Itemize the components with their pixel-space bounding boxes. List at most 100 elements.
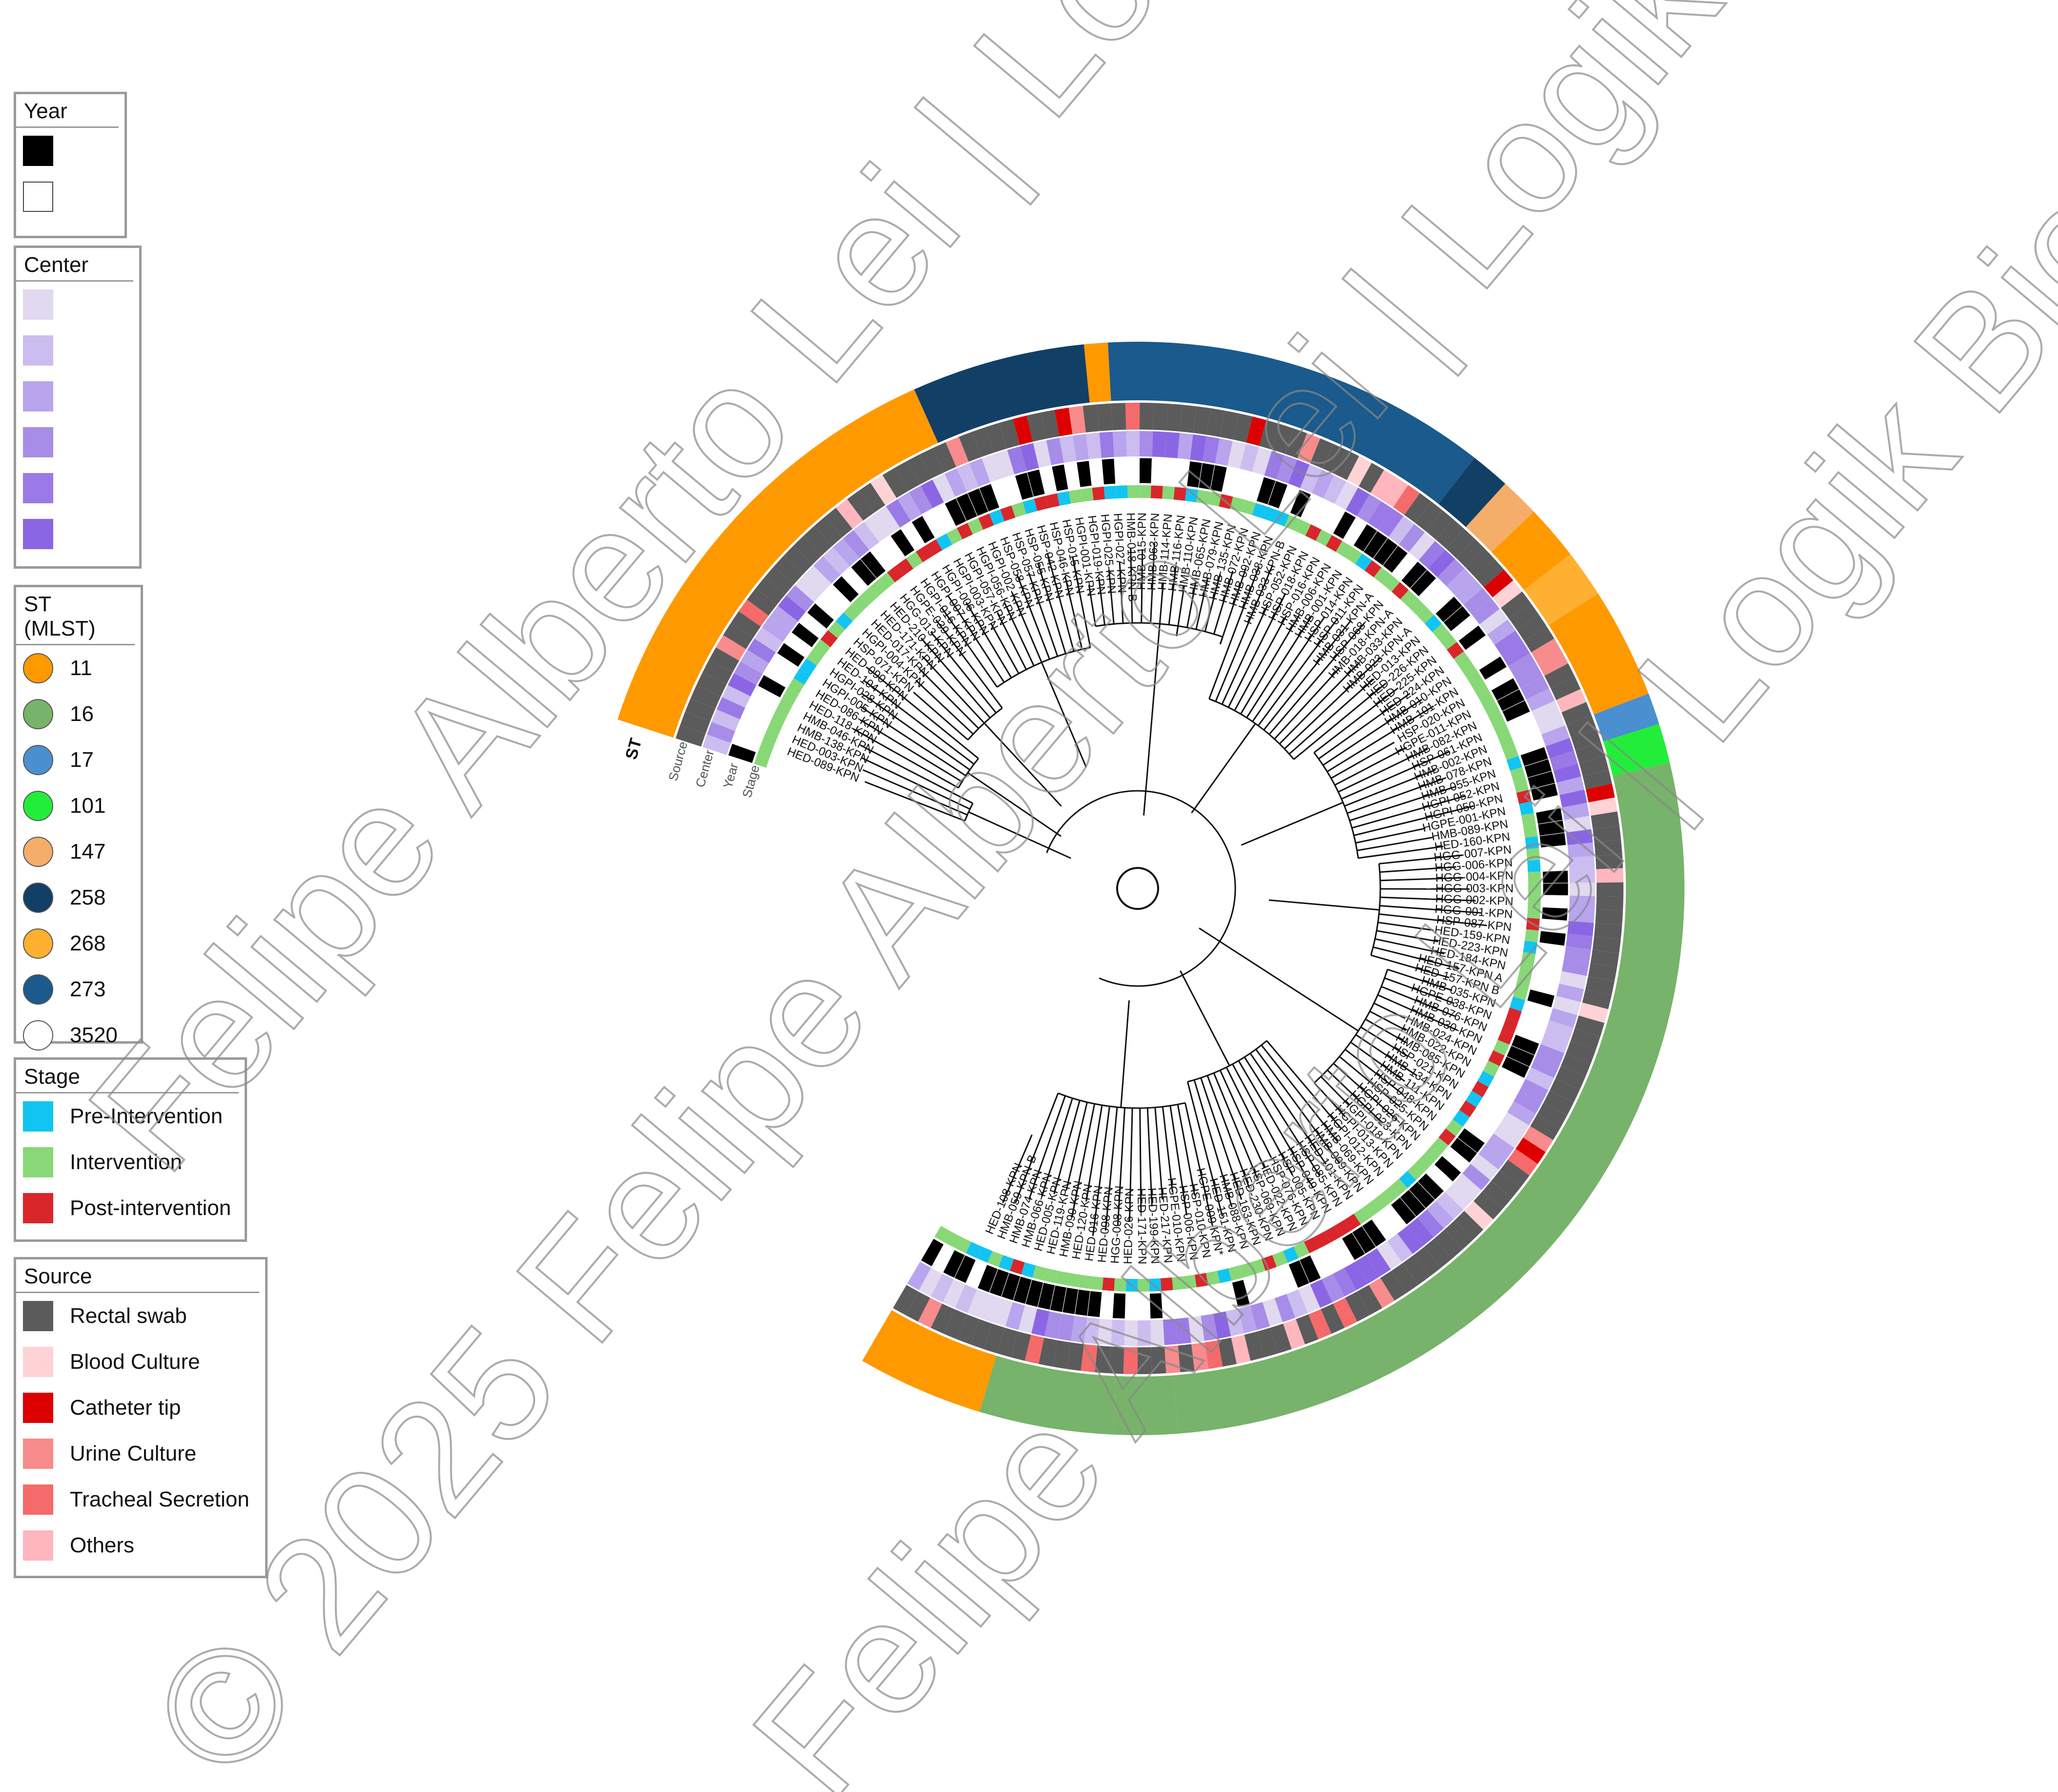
source-cell	[1369, 1277, 1395, 1308]
center-cell	[1250, 1302, 1270, 1330]
branch	[1011, 592, 1015, 597]
stage-cell	[1381, 1186, 1399, 1204]
legend-label: Urine Culture	[70, 1442, 197, 1465]
st-segment	[1173, 762, 1684, 1434]
source-cell	[893, 1285, 918, 1315]
branch	[1355, 1034, 1418, 1076]
branch	[1335, 678, 1375, 713]
st-segment	[1083, 342, 1111, 403]
stage-cell	[1230, 496, 1245, 512]
stage-cell	[906, 552, 923, 569]
legend-swatch	[23, 519, 53, 549]
branch	[1257, 620, 1336, 726]
year-cell	[1139, 457, 1153, 484]
legend-label: 3520	[70, 1023, 118, 1047]
source-cell	[1575, 742, 1605, 763]
source-cell	[1456, 538, 1485, 568]
legend-swatch	[23, 1439, 53, 1469]
stage-cell	[1067, 1273, 1081, 1288]
branch	[1403, 974, 1453, 991]
branch	[1016, 575, 1051, 659]
branch	[1050, 637, 1059, 657]
stage-cell	[966, 1241, 982, 1258]
source-cell	[985, 423, 1007, 453]
center-ring	[702, 431, 1595, 1346]
branch	[859, 719, 919, 756]
source-cell	[1081, 1344, 1098, 1373]
branch	[1388, 769, 1436, 789]
stage-cell	[1034, 495, 1049, 511]
source-cell	[793, 536, 822, 565]
source-cell	[765, 566, 794, 595]
stage-cell	[1390, 1178, 1408, 1196]
branch	[1128, 1108, 1133, 1221]
stage-cell	[1355, 553, 1372, 571]
stage-cell	[1528, 871, 1541, 884]
source-cell	[1579, 1002, 1608, 1023]
source-cell	[1272, 424, 1294, 454]
branch	[929, 679, 979, 729]
stage-cell	[793, 668, 811, 685]
stage-cell	[896, 558, 914, 576]
source-cell	[685, 698, 715, 721]
stage-cell	[1344, 1214, 1361, 1231]
branch	[1168, 565, 1177, 625]
branch	[1379, 870, 1394, 873]
branch	[1292, 1133, 1321, 1176]
legend-swatch	[23, 1393, 53, 1423]
branch	[967, 772, 1061, 837]
center-cell	[909, 486, 933, 515]
center-cell	[1276, 455, 1297, 484]
stage-cell	[1252, 503, 1268, 519]
stage-cell	[869, 579, 886, 597]
year-cell	[1124, 1293, 1138, 1319]
branch	[1365, 705, 1434, 749]
legend-year: Year	[14, 92, 127, 238]
legend-item: Urine Culture	[16, 1431, 265, 1477]
center-cell	[1059, 435, 1077, 463]
branch	[1384, 805, 1474, 829]
stage-cell	[1353, 1207, 1371, 1224]
center-cell	[1264, 451, 1285, 479]
leaf-labels: HED-089-KPNHED-003-KPNHMB-138-KPNHMB-046…	[785, 513, 1514, 1264]
branch	[1345, 1049, 1363, 1064]
stage-cell	[771, 709, 788, 725]
legend-item	[16, 511, 139, 557]
stage-cell	[1465, 1091, 1483, 1108]
legend-center-title: Center	[16, 248, 133, 282]
stage-cell	[1415, 1154, 1433, 1172]
branch	[862, 769, 889, 782]
legend-item: Others	[16, 1523, 265, 1568]
branch	[1238, 1060, 1294, 1154]
source-cell	[1465, 548, 1495, 577]
center-cell	[778, 595, 806, 622]
branch	[1250, 1117, 1272, 1158]
legend-swatch	[23, 289, 53, 320]
stage-cell	[1493, 1040, 1510, 1056]
branch	[1466, 911, 1482, 914]
branch	[1355, 682, 1387, 709]
stage-cell	[800, 658, 817, 675]
branch	[1424, 836, 1434, 840]
source-cell	[1595, 909, 1623, 925]
stage-cell	[843, 604, 861, 621]
source-ring	[675, 403, 1623, 1374]
center-cell	[1526, 688, 1555, 711]
source-cell	[1483, 569, 1514, 597]
source-cell	[905, 1291, 931, 1322]
center-cell	[1549, 1008, 1578, 1028]
branch	[1353, 1044, 1405, 1082]
stage-cell	[946, 528, 963, 545]
branch	[1380, 896, 1449, 901]
legend-swatch	[23, 381, 53, 412]
center-cell	[1541, 725, 1570, 746]
branch	[1150, 1185, 1153, 1207]
source-cell	[1393, 485, 1420, 515]
source-cell	[1206, 408, 1225, 437]
center-cell	[1164, 432, 1180, 458]
branch	[1318, 701, 1398, 760]
source-cell	[1590, 949, 1620, 968]
stage-cell	[1305, 524, 1322, 541]
leaf-label: HMB-018-KPN-B	[1124, 513, 1139, 602]
source-cell	[1321, 1303, 1345, 1334]
